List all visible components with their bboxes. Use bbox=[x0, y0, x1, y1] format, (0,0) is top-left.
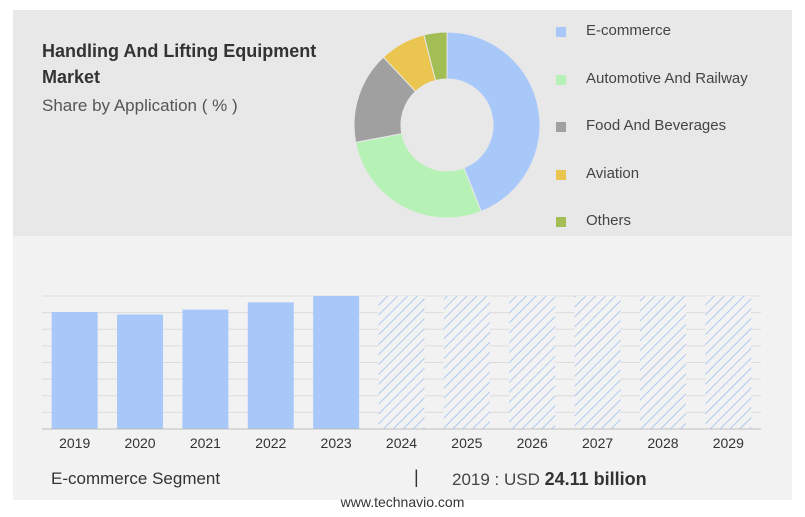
x-tick-label: 2026 bbox=[517, 435, 548, 451]
x-tick-label: 2019 bbox=[59, 435, 90, 451]
chart-title: Handling And Lifting Equipment Market bbox=[42, 41, 317, 87]
x-tick-label: 2024 bbox=[386, 435, 417, 451]
forecast-bar-2027 bbox=[574, 296, 621, 429]
forecast-bar-2029 bbox=[705, 296, 752, 429]
forecast-bar-2024 bbox=[378, 296, 425, 429]
legend-label: Aviation bbox=[586, 164, 640, 182]
x-tick-label: 2027 bbox=[582, 435, 613, 451]
legend-label: E-commerce bbox=[586, 22, 672, 39]
donut-chart bbox=[353, 31, 541, 219]
legend-swatch bbox=[556, 217, 566, 227]
source-link[interactable]: www.technavio.com bbox=[340, 494, 465, 510]
bar-2020 bbox=[117, 314, 164, 429]
legend-swatch bbox=[556, 169, 566, 180]
footer-value: 2019 : USD 24.11 billion bbox=[452, 469, 647, 490]
bar-2022 bbox=[247, 302, 294, 429]
donut-slice-others bbox=[423, 31, 448, 82]
x-tick-label: 2020 bbox=[124, 435, 155, 451]
legend-label: Others bbox=[586, 212, 632, 229]
legend-swatch bbox=[556, 74, 566, 85]
x-tick-label: 2023 bbox=[321, 435, 352, 451]
footer-segment-label: E-commerce Segment bbox=[51, 469, 221, 488]
bar-2019 bbox=[51, 311, 98, 429]
footer-separator: | bbox=[414, 467, 419, 487]
x-tick-label: 2025 bbox=[451, 435, 482, 451]
footer-value-amount: 24.11 billion bbox=[544, 469, 647, 489]
forecast-bar-2028 bbox=[639, 296, 686, 429]
bar-2021 bbox=[182, 309, 229, 429]
x-tick-label: 2021 bbox=[190, 435, 221, 451]
x-tick-label: 2029 bbox=[713, 435, 744, 451]
bar-2023 bbox=[313, 296, 360, 429]
x-tick-label: 2028 bbox=[647, 435, 678, 451]
donut-slice-e-commerce bbox=[446, 31, 541, 213]
legend-swatch bbox=[556, 27, 566, 37]
legend-label: Automotive And Railway bbox=[586, 69, 748, 87]
forecast-bar-2025 bbox=[443, 296, 490, 429]
donut-slice-automotive-and-railway bbox=[355, 133, 482, 219]
chart-subtitle: Share by Application ( % ) bbox=[42, 96, 238, 115]
footer-value-prefix: 2019 : USD bbox=[452, 470, 540, 489]
legend-label: Food And Beverages bbox=[586, 117, 727, 134]
x-tick-label: 2022 bbox=[255, 435, 286, 451]
forecast-bar-2026 bbox=[509, 296, 556, 429]
legend-swatch bbox=[556, 122, 566, 132]
